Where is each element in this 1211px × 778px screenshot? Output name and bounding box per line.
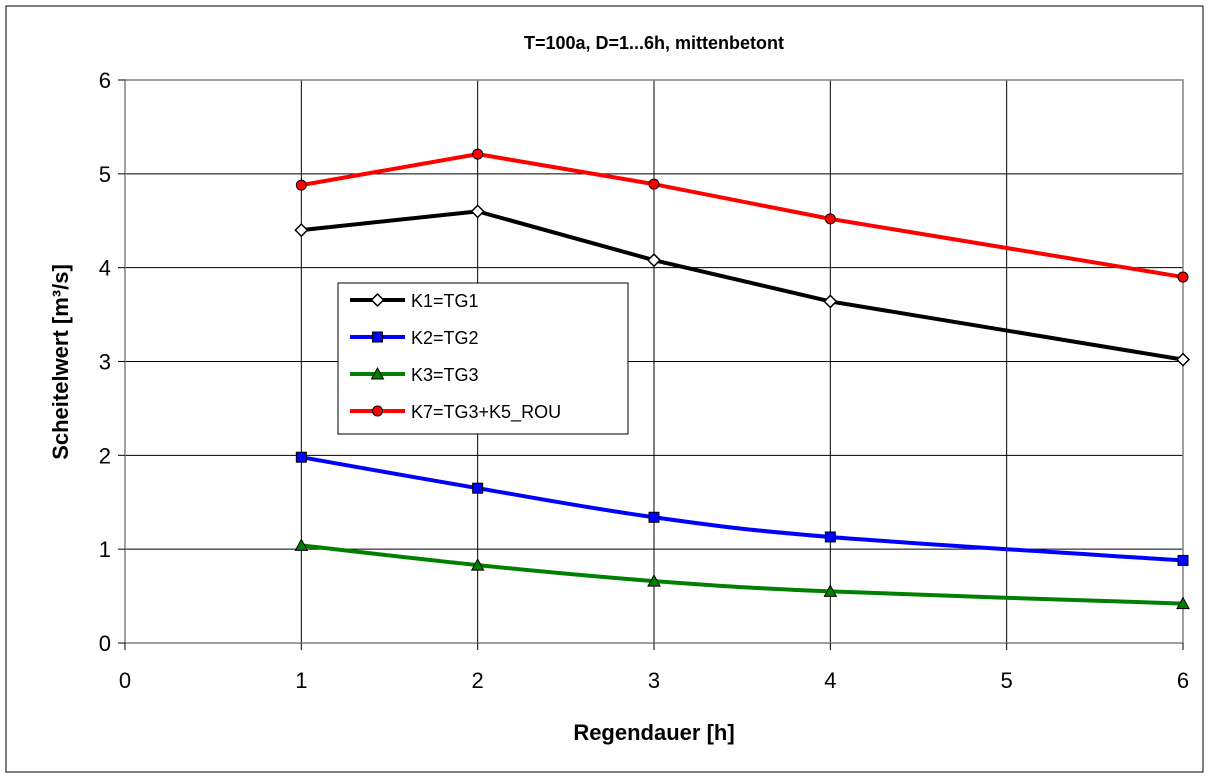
legend-marker bbox=[370, 292, 385, 308]
data-point bbox=[472, 148, 484, 160]
data-point bbox=[1176, 596, 1190, 610]
data-point bbox=[823, 584, 838, 597]
data-point bbox=[1175, 352, 1191, 367]
series-k1-tg1 bbox=[294, 204, 1191, 367]
data-point bbox=[295, 451, 307, 463]
data-point bbox=[470, 204, 485, 219]
x-axis-label: Regendauer [h] bbox=[573, 720, 734, 745]
legend-label: K2=TG2 bbox=[411, 328, 479, 348]
y-axis-label: Scheitelwert [m³/s] bbox=[48, 264, 73, 460]
y-axis-ticks: 0 1 2 3 4 5 6 bbox=[99, 68, 125, 656]
data-point bbox=[294, 538, 309, 551]
legend-marker bbox=[372, 331, 383, 343]
legend-marker bbox=[370, 366, 385, 380]
legend-label: K7=TG3+K5_ROU bbox=[411, 402, 561, 423]
legend: K1=TG1 K2=TG2 K3=TG3 K7=TG3+K5_ROU bbox=[337, 282, 629, 435]
y-tick-label: 3 bbox=[99, 350, 111, 375]
data-point bbox=[294, 223, 309, 238]
data-point bbox=[646, 253, 662, 268]
y-tick-label: 4 bbox=[99, 256, 111, 281]
legend-box bbox=[337, 282, 629, 435]
x-tick-label: 4 bbox=[824, 668, 836, 693]
legend-item: K7=TG3+K5_ROU bbox=[350, 402, 561, 423]
legend-item: K3=TG3 bbox=[350, 365, 479, 385]
x-tick-label: 5 bbox=[1001, 668, 1013, 693]
chart-title: T=100a, D=1...6h, mittenbetont bbox=[524, 33, 784, 53]
legend-item: K1=TG1 bbox=[350, 291, 479, 311]
series-k7-tg3-k5-rou bbox=[295, 148, 1189, 283]
data-point bbox=[1177, 554, 1189, 566]
series-line bbox=[300, 455, 1184, 563]
x-tick-label: 3 bbox=[648, 668, 660, 693]
x-tick-label: 6 bbox=[1177, 668, 1189, 693]
legend-marker bbox=[372, 405, 383, 417]
data-point bbox=[1177, 271, 1189, 283]
data-point bbox=[823, 294, 838, 309]
series-line bbox=[301, 543, 1184, 606]
y-tick-label: 1 bbox=[99, 537, 111, 562]
data-point bbox=[470, 558, 485, 571]
series-group bbox=[294, 148, 1191, 610]
y-tick-label: 0 bbox=[99, 631, 111, 656]
data-point bbox=[295, 179, 307, 191]
y-tick-label: 2 bbox=[99, 443, 111, 468]
x-axis-ticks: 0 1 2 3 4 5 6 bbox=[119, 643, 1189, 693]
data-point bbox=[647, 574, 661, 587]
legend-item: K2=TG2 bbox=[350, 328, 479, 348]
data-point bbox=[824, 531, 836, 543]
data-point bbox=[824, 213, 836, 225]
y-tick-label: 6 bbox=[99, 68, 111, 93]
data-point bbox=[648, 511, 660, 523]
x-tick-label: 1 bbox=[295, 668, 307, 693]
data-point bbox=[472, 482, 484, 494]
x-tick-label: 2 bbox=[472, 668, 484, 693]
series-k2-tg2 bbox=[295, 451, 1189, 566]
y-tick-label: 5 bbox=[99, 162, 111, 187]
legend-label: K1=TG1 bbox=[411, 291, 479, 311]
data-point bbox=[648, 178, 660, 190]
x-tick-label: 0 bbox=[119, 668, 131, 693]
legend-label: K3=TG3 bbox=[411, 365, 479, 385]
series-k3-tg3 bbox=[294, 538, 1190, 610]
